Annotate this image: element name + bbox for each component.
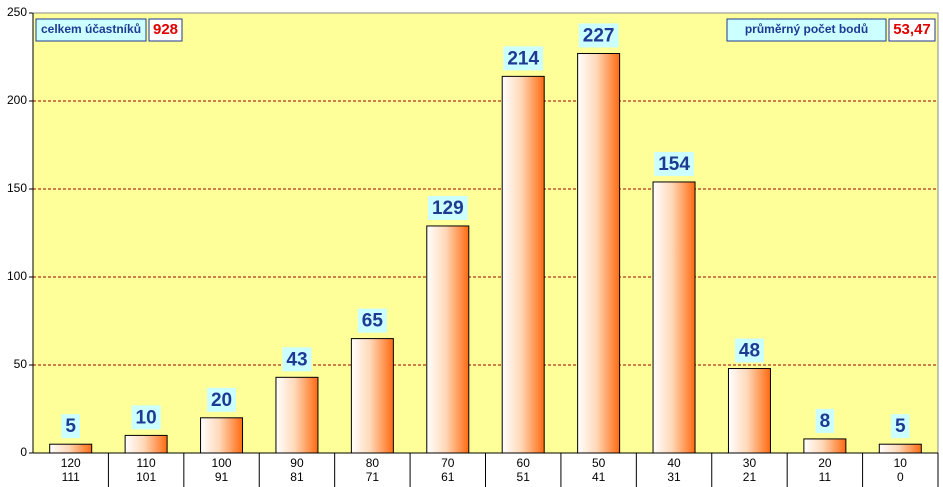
bar — [124, 434, 168, 454]
x-tick-label: 120 — [61, 456, 81, 470]
x-tick-label: 51 — [517, 470, 531, 484]
x-tick-label: 40 — [667, 456, 681, 470]
bar — [200, 417, 244, 454]
annotation-value-box — [888, 18, 936, 42]
x-tick-label: 61 — [441, 470, 455, 484]
x-tick-label: 50 — [592, 456, 606, 470]
value-label-bg — [503, 46, 544, 71]
annotation-box — [726, 18, 887, 42]
bar — [878, 443, 922, 454]
x-tick-label: 41 — [592, 470, 606, 484]
bar — [275, 376, 319, 454]
value-label: 227 — [583, 25, 615, 46]
value-label-bg — [815, 408, 835, 433]
x-tick-label: 10 — [894, 456, 908, 470]
bar — [727, 368, 771, 454]
value-label: 129 — [432, 198, 464, 219]
bar — [652, 181, 696, 454]
x-tick-label: 21 — [743, 470, 757, 484]
value-label-bg — [891, 414, 910, 439]
bar — [49, 443, 93, 454]
value-label: 10 — [136, 407, 157, 428]
value-label-bg — [206, 387, 237, 412]
x-tick-label: 90 — [290, 456, 304, 470]
value-label-bg — [654, 151, 694, 176]
value-label-bg — [734, 338, 765, 363]
value-label: 154 — [658, 154, 690, 175]
value-label-bg — [357, 308, 387, 333]
value-label: 214 — [507, 48, 539, 69]
value-label: 20 — [211, 390, 232, 411]
value-label-bg — [282, 347, 312, 372]
x-tick-label: 30 — [743, 456, 757, 470]
value-label-bg — [427, 195, 468, 220]
x-tick-label: 100 — [212, 456, 232, 470]
value-label-bg — [61, 414, 80, 439]
annotation-text: průměrný počet bodů — [745, 22, 868, 36]
x-tick-label: 101 — [136, 470, 156, 484]
x-tick-label: 70 — [441, 456, 455, 470]
annotation-box — [35, 18, 147, 42]
bar — [350, 338, 394, 454]
x-tick-label: 80 — [366, 456, 380, 470]
bar — [803, 438, 847, 454]
annotation-value: 53,47 — [893, 21, 931, 38]
value-label: 5 — [895, 416, 906, 437]
y-tick-label: 150 — [7, 181, 27, 195]
value-label: 5 — [65, 416, 76, 437]
y-tick-label: 100 — [7, 269, 27, 283]
x-tick-label: 11 — [819, 470, 832, 484]
bar — [501, 75, 545, 454]
x-tick-label: 20 — [818, 456, 832, 470]
value-label: 8 — [820, 411, 831, 432]
bar — [577, 52, 621, 454]
value-label: 48 — [739, 341, 760, 362]
annotation-value-box — [148, 18, 183, 42]
x-tick-label: 81 — [290, 470, 304, 484]
y-tick-label: 50 — [14, 357, 28, 371]
x-tick-label: 91 — [215, 470, 229, 484]
y-tick-label: 250 — [7, 5, 27, 19]
annotation-text: celkem účastníků — [41, 22, 141, 36]
value-label-bg — [131, 405, 161, 430]
annotation-value: 928 — [153, 21, 178, 38]
y-tick-label: 200 — [7, 93, 27, 107]
value-label: 65 — [362, 311, 384, 332]
y-tick-label: 0 — [20, 445, 27, 459]
x-tick-label: 71 — [366, 470, 380, 484]
x-tick-label: 111 — [62, 470, 81, 484]
value-label-bg — [578, 23, 619, 48]
x-tick-label: 60 — [517, 456, 531, 470]
x-tick-label: 31 — [667, 470, 681, 484]
plot-area — [33, 13, 938, 453]
value-label: 43 — [286, 349, 307, 370]
x-tick-label: 0 — [897, 470, 904, 484]
bar — [426, 225, 470, 454]
x-tick-label: 110 — [137, 456, 156, 470]
